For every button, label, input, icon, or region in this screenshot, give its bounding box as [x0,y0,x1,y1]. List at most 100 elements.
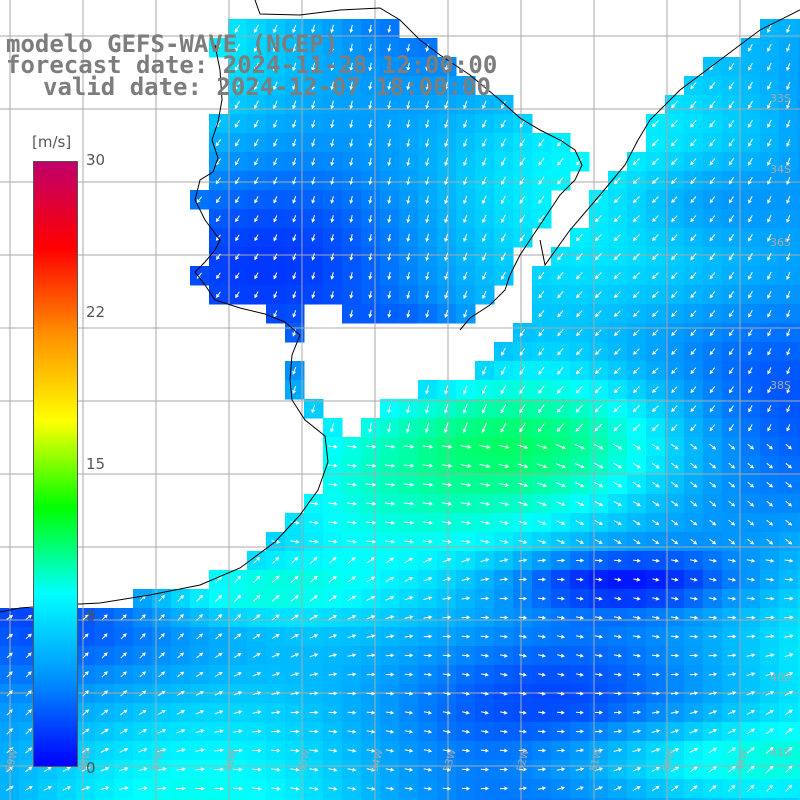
wind-arrow [234,62,241,71]
wind-arrow [444,252,449,262]
wind-arrow [536,463,548,469]
wind-arrow [786,309,791,318]
wind-arrow [309,653,319,658]
wind-arrow [254,62,259,72]
wind-arrow [748,157,753,166]
wind-arrow [765,596,775,601]
wind-arrow [767,214,772,223]
wind-arrow [747,519,755,526]
wind-arrow [349,24,354,34]
wind-arrow [594,310,602,318]
wind-arrow [613,329,621,337]
wind-arrow [729,367,734,375]
wind-arrow [594,634,603,639]
wind-arrow [349,291,354,299]
wind-arrow [292,215,297,223]
wind-arrow [328,482,338,487]
wind-arrow [330,291,335,299]
wind-vector-arrows [5,24,794,792]
wind-arrow [651,272,659,280]
wind-arrow [196,196,203,204]
wind-arrow [767,100,772,109]
wind-arrow [613,634,622,639]
wind-arrow [594,520,604,525]
wind-arrow [347,710,357,715]
wind-speed-cell [798,494,800,514]
wind-arrow [425,100,430,110]
wind-arrow [292,24,297,34]
wind-arrow [423,691,433,696]
wind-arrow [747,462,755,469]
wind-arrow [632,272,640,280]
wind-arrow [690,215,697,223]
wind-arrow [576,577,584,582]
wind-arrow [423,557,433,563]
wind-arrow [120,614,127,621]
wind-arrow [690,158,697,166]
wind-arrow [671,177,678,185]
wind-arrow [689,729,699,734]
wind-arrow [271,729,281,734]
wind-arrow [309,691,319,696]
wind-arrow [6,728,13,735]
wind-arrow [368,119,373,129]
wind-arrow [767,62,772,71]
wind-arrow [613,462,623,469]
wind-arrow [273,119,278,128]
wind-arrow [273,100,278,110]
wind-arrow [594,367,602,375]
wind-arrow [537,748,547,753]
wind-arrow [632,177,640,185]
wind-arrow [652,596,660,601]
wind-arrow [499,539,509,544]
wind-arrow [290,539,300,544]
wind-arrow [480,767,490,772]
wind-arrow [728,424,734,432]
wind-arrow [708,596,718,601]
wind-arrow [709,177,716,185]
latitude-labels: 33S 34S 36S 38S 40S 41S [770,92,791,759]
wind-arrow [575,558,585,563]
wind-arrow [518,748,528,753]
wind-arrow [689,747,699,753]
wind-speed-cell [798,171,800,191]
colorbar-tick-8: 8 [86,607,96,625]
wind-speed-cell [456,798,476,800]
wind-arrow [215,253,221,261]
wind-arrow [460,483,472,487]
wind-arrow [82,709,90,716]
wind-arrow [328,539,338,544]
wind-arrow [482,271,487,281]
wind-arrow [273,81,278,91]
wind-arrow [575,653,584,658]
wind-arrow [425,195,430,205]
wind-arrow [311,138,316,148]
wind-arrow [613,215,621,223]
wind-arrow [632,653,642,658]
wind-arrow [309,710,319,715]
wind-arrow [349,176,354,186]
wind-arrow [500,710,508,715]
wind-arrow [747,538,755,545]
wind-arrow [518,767,528,772]
wind-speed-cell [798,418,800,438]
wind-arrow [328,786,338,791]
wind-speed-cell [437,798,457,800]
wind-speed-cell [266,798,286,800]
wind-arrow [709,234,716,242]
wind-arrow [444,403,449,415]
wind-arrow [385,786,395,791]
wind-arrow [689,710,699,715]
wind-arrow [632,348,640,355]
wind-arrow [82,690,89,697]
wind-arrow [556,748,566,753]
wind-speed-cell [760,798,780,800]
wind-arrow [727,653,737,658]
wind-arrow [195,786,206,791]
wind-arrow [498,482,510,487]
wind-arrow [767,309,772,318]
wind-speed-cell [684,798,704,800]
wind-arrow [406,157,411,167]
wind-arrow [235,215,240,223]
wind-arrow [613,615,623,620]
